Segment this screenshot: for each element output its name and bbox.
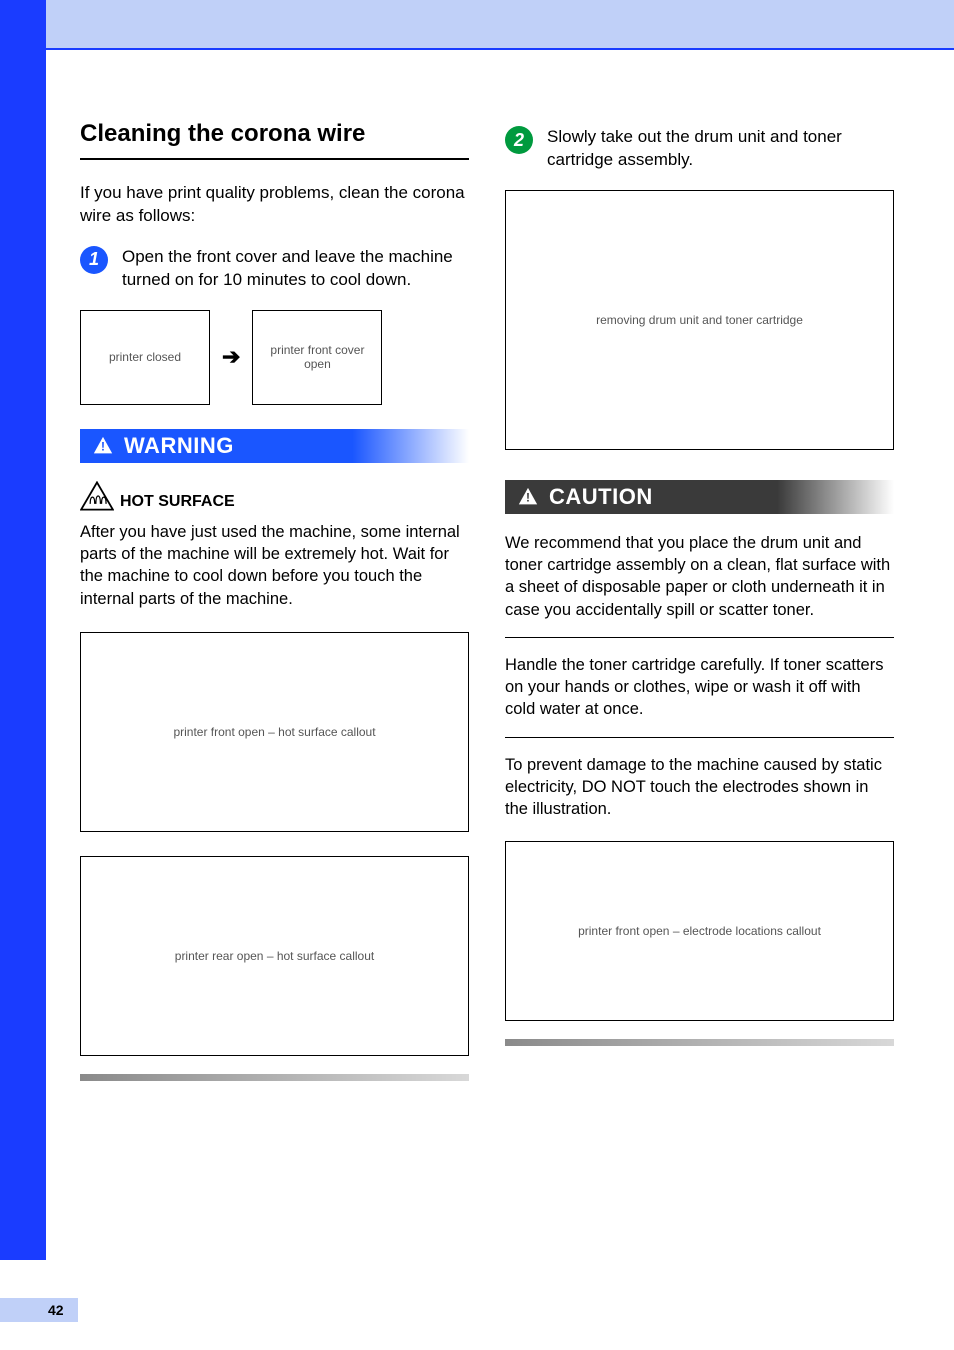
figure-printer-open: printer front cover open — [252, 310, 382, 405]
caution-triangle-icon: ! — [517, 486, 539, 508]
svg-text:!: ! — [101, 439, 105, 453]
caution-p1: We recommend that you place the drum uni… — [505, 532, 894, 621]
svg-text:!: ! — [526, 490, 530, 504]
figure-electrodes: printer front open – electrode locations… — [505, 841, 894, 1021]
page-number-tab: 42 — [0, 1298, 78, 1322]
hot-surface-text: After you have just used the machine, so… — [80, 521, 469, 610]
caution-divider-1 — [505, 637, 894, 638]
caution-bar: ! CAUTION — [505, 480, 894, 514]
step-1-text: Open the front cover and leave the machi… — [122, 246, 469, 292]
caution-divider-2 — [505, 737, 894, 738]
page-number: 42 — [48, 1302, 64, 1318]
caution-p2: Handle the toner cartridge carefully. If… — [505, 654, 894, 721]
hot-surface-label: HOT SURFACE — [120, 493, 235, 511]
step-1-badge: 1 — [80, 246, 108, 274]
page-content: Cleaning the corona wire If you have pri… — [80, 120, 894, 1290]
title-underline — [80, 158, 469, 160]
hot-surface-heading: HOT SURFACE — [80, 481, 469, 511]
warning-box-end — [80, 1074, 469, 1081]
left-column: Cleaning the corona wire If you have pri… — [80, 120, 469, 1290]
right-column: 2 Slowly take out the drum unit and tone… — [505, 120, 894, 1290]
warning-triangle-icon: ! — [92, 435, 114, 457]
figure-printer-closed: printer closed — [80, 310, 210, 405]
figure-hot-rear: printer rear open – hot surface callout — [80, 856, 469, 1056]
arrow-icon: ➔ — [222, 344, 240, 370]
hot-surface-triangle-icon — [80, 481, 114, 511]
step-2: 2 Slowly take out the drum unit and tone… — [505, 126, 894, 172]
header-rule — [46, 48, 954, 50]
warning-label: WARNING — [124, 433, 234, 459]
intro-text: If you have print quality problems, clea… — [80, 182, 469, 228]
figure-remove-drum: removing drum unit and toner cartridge — [505, 190, 894, 450]
step-1-figure-row: printer closed ➔ printer front cover ope… — [80, 310, 469, 405]
step-2-text: Slowly take out the drum unit and toner … — [547, 126, 894, 172]
header-band — [0, 0, 954, 48]
section-title: Cleaning the corona wire — [80, 120, 469, 148]
figure-hot-front: printer front open – hot surface callout — [80, 632, 469, 832]
step-1: 1 Open the front cover and leave the mac… — [80, 246, 469, 292]
caution-box-end — [505, 1039, 894, 1046]
caution-label: CAUTION — [549, 484, 653, 510]
side-band — [0, 0, 46, 1260]
caution-p3: To prevent damage to the machine caused … — [505, 754, 894, 821]
warning-bar: ! WARNING — [80, 429, 469, 463]
step-2-badge: 2 — [505, 126, 533, 154]
